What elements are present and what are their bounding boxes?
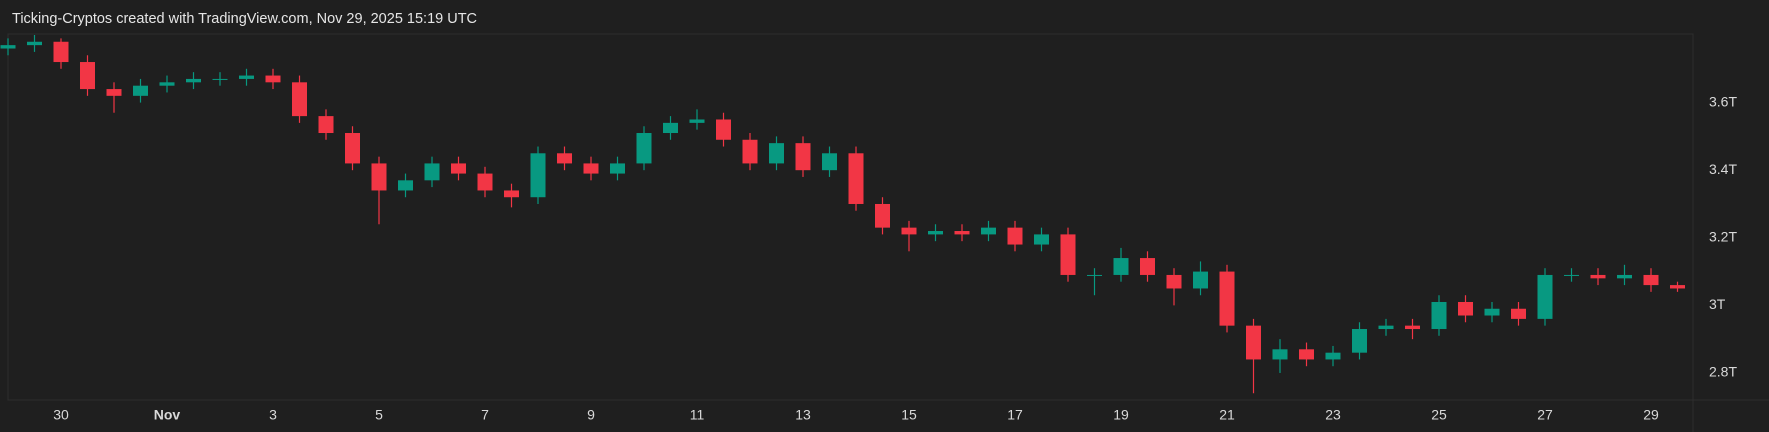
candle-body bbox=[159, 82, 175, 86]
candle-body bbox=[27, 41, 42, 46]
candle-body bbox=[636, 133, 652, 164]
candle-body bbox=[583, 163, 599, 174]
candle-body bbox=[1511, 308, 1526, 319]
candle-body bbox=[53, 41, 69, 63]
y-tick-label: 3T bbox=[1709, 296, 1726, 312]
candle-body bbox=[822, 153, 837, 171]
candle-body bbox=[398, 180, 413, 191]
candle-body bbox=[1617, 274, 1632, 279]
candle-body bbox=[1352, 329, 1367, 353]
x-tick-label: 7 bbox=[481, 407, 489, 423]
candle-body bbox=[1378, 325, 1394, 330]
x-tick-label: 29 bbox=[1643, 407, 1659, 423]
y-tick-label: 3.4T bbox=[1709, 161, 1737, 177]
candle-body bbox=[318, 116, 334, 134]
candle-body bbox=[133, 85, 148, 96]
candle-body bbox=[451, 163, 466, 174]
candle-body bbox=[1272, 349, 1288, 360]
candle-body bbox=[1670, 285, 1685, 289]
x-tick-label: 21 bbox=[1219, 407, 1235, 423]
candle-body bbox=[239, 75, 254, 79]
x-tick-label: Nov bbox=[154, 407, 181, 423]
candle-body bbox=[769, 143, 784, 164]
candle-body bbox=[1034, 234, 1049, 245]
candle-body bbox=[1564, 274, 1579, 276]
candle-body bbox=[901, 227, 917, 235]
candle-body bbox=[371, 163, 387, 191]
x-tick-label: 19 bbox=[1113, 407, 1129, 423]
candle-body bbox=[1537, 274, 1553, 319]
chart-title: Ticking-Cryptos created with TradingView… bbox=[12, 11, 477, 27]
candle-body bbox=[212, 78, 228, 80]
candle-body bbox=[1007, 227, 1023, 245]
candle-body bbox=[1087, 274, 1102, 276]
candle-body bbox=[875, 203, 890, 228]
candle-body bbox=[742, 139, 758, 164]
candle-body bbox=[954, 231, 970, 235]
candle-body bbox=[1643, 274, 1659, 286]
candle-body bbox=[1299, 349, 1314, 360]
candle-body bbox=[1484, 308, 1500, 316]
x-tick-label: 17 bbox=[1007, 407, 1023, 423]
candle-body bbox=[1166, 274, 1182, 289]
candle-body bbox=[292, 82, 307, 117]
candle-body bbox=[106, 89, 122, 96]
candle-body bbox=[1219, 271, 1235, 326]
x-tick-label: 15 bbox=[901, 407, 917, 423]
candle-body bbox=[848, 153, 864, 204]
candle-body bbox=[265, 75, 281, 83]
candle-body bbox=[1590, 274, 1606, 279]
plot-area bbox=[7, 33, 1694, 401]
candle-body bbox=[530, 153, 546, 198]
x-tick-label: 30 bbox=[53, 407, 69, 423]
candle-body bbox=[0, 45, 16, 49]
candle-body bbox=[716, 119, 731, 140]
candle-body bbox=[981, 227, 996, 235]
candle-body bbox=[1431, 301, 1447, 330]
candle-body bbox=[689, 119, 705, 123]
candle-body bbox=[1405, 325, 1420, 330]
x-tick-label: 13 bbox=[795, 407, 811, 423]
candle-body bbox=[1325, 352, 1341, 360]
y-tick-label: 2.8T bbox=[1709, 364, 1737, 380]
candle-body bbox=[424, 163, 440, 181]
x-tick-label: 3 bbox=[269, 407, 277, 423]
candle-body bbox=[928, 231, 943, 235]
candle-body bbox=[1113, 258, 1129, 275]
candle-body bbox=[557, 153, 572, 164]
candle-body bbox=[345, 133, 360, 164]
x-tick-label: 27 bbox=[1537, 407, 1553, 423]
candle-body bbox=[795, 143, 811, 171]
x-tick-label: 23 bbox=[1325, 407, 1341, 423]
candle-body bbox=[610, 163, 625, 174]
candle-body bbox=[1458, 301, 1473, 316]
candle-body bbox=[186, 78, 201, 83]
x-tick-label: 25 bbox=[1431, 407, 1447, 423]
candle-body bbox=[663, 122, 678, 134]
candle-body bbox=[1246, 325, 1261, 360]
candle-body bbox=[1060, 234, 1076, 275]
y-tick-label: 3.2T bbox=[1709, 228, 1737, 244]
x-tick-label: 9 bbox=[587, 407, 595, 423]
candle-body bbox=[1193, 271, 1208, 289]
x-tick-label: 5 bbox=[375, 407, 383, 423]
x-tick-label: 11 bbox=[690, 407, 705, 423]
candle-body bbox=[80, 62, 95, 90]
candle-body bbox=[477, 173, 493, 191]
candle-body bbox=[504, 190, 519, 198]
y-tick-label: 3.6T bbox=[1709, 93, 1737, 109]
candle-body bbox=[1140, 258, 1155, 275]
